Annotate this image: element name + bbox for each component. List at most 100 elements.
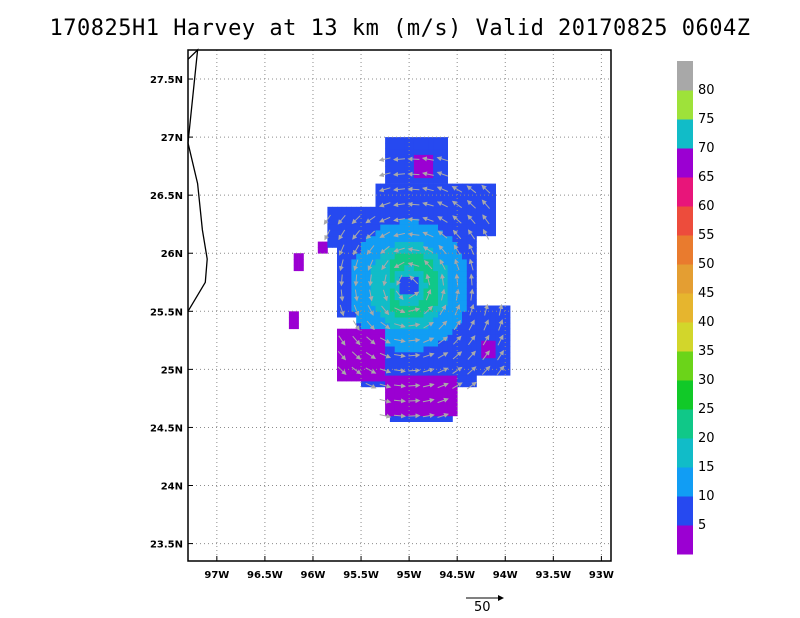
- wind-cell: [346, 264, 352, 272]
- wind-cell: [413, 142, 420, 150]
- wind-cell: [370, 218, 376, 225]
- wind-cell: [457, 363, 463, 370]
- wind-cell: [380, 328, 386, 335]
- wind-cell: [327, 230, 333, 237]
- wind-cell: [370, 259, 376, 266]
- wind-cell: [452, 195, 458, 202]
- wind-cell: [471, 328, 477, 335]
- wind-cell: [409, 317, 415, 324]
- wind-cell: [418, 137, 424, 144]
- wind-cell: [385, 375, 391, 382]
- wind-cell: [399, 334, 405, 341]
- wind-cell: [365, 253, 372, 260]
- wind-cell: [452, 328, 458, 335]
- wind-cell: [385, 142, 391, 150]
- wind-cell: [361, 311, 367, 318]
- wind-vector: [353, 289, 359, 302]
- wind-cell: [466, 305, 472, 312]
- wind-cell: [365, 206, 372, 213]
- wind-cell: [365, 241, 372, 248]
- wind-vector: [483, 303, 489, 316]
- wind-cell: [375, 230, 381, 237]
- wind-cell: [356, 253, 362, 260]
- wind-vector: [393, 202, 405, 208]
- wind-cell: [466, 282, 472, 289]
- wind-cell: [457, 311, 463, 318]
- wind-cell: [385, 340, 391, 347]
- wind-cell: [462, 195, 468, 202]
- wind-cell: [413, 212, 420, 219]
- wind-cell: [413, 224, 420, 231]
- wind-cell: [462, 334, 468, 341]
- wind-cell: [389, 148, 396, 155]
- wind-cell: [481, 334, 487, 341]
- wind-cell: [447, 357, 453, 364]
- wind-cell: [380, 352, 386, 359]
- wind-cell: [351, 299, 357, 306]
- wind-cell: [404, 247, 410, 254]
- wind-cell: [375, 322, 381, 330]
- wind-cell: [380, 206, 386, 213]
- wind-cell: [409, 357, 415, 364]
- wind-cell: [365, 288, 372, 295]
- wind-cell: [428, 293, 434, 301]
- wind-cell: [476, 224, 482, 231]
- wind-cell: [389, 392, 396, 399]
- wind-cell: [438, 299, 444, 306]
- wind-cell: [418, 160, 424, 167]
- wind-cell: [462, 381, 468, 388]
- wind-cell: [433, 288, 439, 295]
- wind-vector: [452, 215, 462, 224]
- wind-cell: [438, 305, 444, 312]
- wind-cell: [476, 369, 482, 376]
- wind-cell: [361, 241, 367, 248]
- wind-cell: [442, 311, 448, 318]
- wind-cell: [471, 346, 477, 353]
- wind-vectors: [323, 156, 505, 419]
- colorbar-label: 5: [698, 518, 706, 533]
- wind-cell: [447, 398, 453, 405]
- wind-cell: [404, 183, 410, 190]
- wind-cell: [346, 311, 352, 318]
- wind-cell: [442, 282, 448, 289]
- wind-cell: [341, 334, 347, 341]
- wind-cell: [298, 264, 304, 272]
- wind-cell: [351, 288, 357, 295]
- wind-cell: [380, 270, 386, 277]
- wind-cell: [442, 340, 448, 347]
- wind-vector: [497, 334, 504, 346]
- colorbar-swatch: [677, 380, 693, 410]
- wind-cell: [399, 270, 405, 277]
- wind-vector: [379, 231, 391, 238]
- wind-cell: [490, 206, 496, 213]
- wind-cell: [293, 259, 299, 266]
- wind-cell: [404, 288, 410, 295]
- wind-cell: [399, 148, 405, 155]
- wind-cell: [298, 253, 304, 260]
- wind-cell: [394, 189, 400, 196]
- wind-cell: [356, 276, 362, 283]
- wind-vector: [408, 367, 421, 373]
- wind-cell: [341, 206, 347, 213]
- wind-cell: [481, 311, 487, 318]
- wind-cell: [399, 206, 405, 213]
- wind-cell: [380, 224, 386, 231]
- wind-cell: [332, 230, 338, 237]
- wind-cell: [457, 195, 463, 202]
- wind-vector: [381, 305, 390, 316]
- wind-cell: [423, 375, 429, 382]
- wind-cell: [447, 201, 453, 208]
- wind-cell: [389, 201, 396, 208]
- wind-cell: [495, 352, 501, 359]
- colorbar-label: 65: [698, 170, 715, 185]
- wind-cell: [500, 340, 506, 347]
- wind-cell: [399, 346, 405, 353]
- wind-cell: [438, 166, 444, 173]
- colorbar-label: 30: [698, 373, 715, 388]
- wind-cell: [418, 230, 424, 237]
- wind-cell: [457, 206, 463, 213]
- wind-cell: [428, 415, 434, 422]
- wind-cell: [466, 212, 472, 219]
- wind-vector: [366, 336, 376, 345]
- wind-cell: [375, 253, 381, 260]
